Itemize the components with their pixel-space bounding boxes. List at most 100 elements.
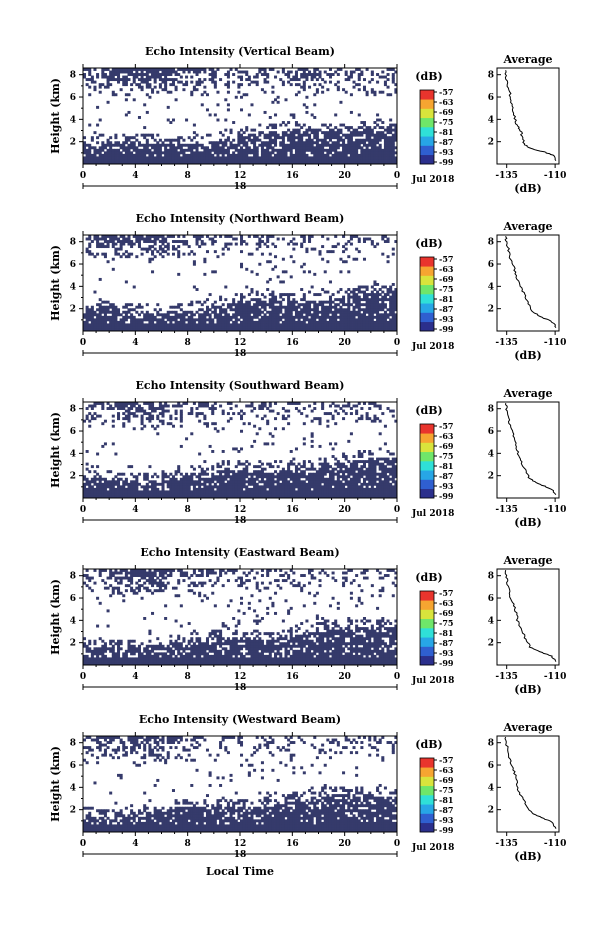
echo-cell bbox=[379, 156, 382, 159]
echo-cell bbox=[387, 298, 390, 301]
echo-cell bbox=[240, 417, 243, 420]
echo-cell bbox=[292, 144, 295, 147]
echo-cell bbox=[245, 129, 248, 132]
echo-cell bbox=[284, 316, 287, 319]
echo-cell bbox=[324, 316, 327, 319]
echo-cell bbox=[300, 470, 303, 473]
echo-cell bbox=[114, 488, 117, 491]
echo-cell bbox=[143, 313, 146, 316]
echo-cell bbox=[389, 93, 392, 96]
echo-cell bbox=[91, 240, 94, 243]
echo-cell bbox=[284, 313, 287, 316]
echo-cell bbox=[360, 134, 363, 137]
echo-cell bbox=[316, 144, 319, 147]
echo-cell bbox=[138, 159, 141, 162]
echo-cell bbox=[313, 76, 316, 79]
echo-cell bbox=[271, 298, 274, 301]
echo-cell bbox=[271, 473, 274, 476]
echo-cell bbox=[224, 478, 227, 481]
echo-cell bbox=[308, 313, 311, 316]
echo-cell bbox=[185, 483, 188, 486]
echo-cell bbox=[316, 154, 319, 157]
echo-cell bbox=[258, 240, 261, 243]
echo-cell bbox=[264, 306, 267, 309]
echo-cell bbox=[146, 485, 149, 488]
echo-cell bbox=[345, 313, 348, 316]
echo-cell bbox=[342, 159, 345, 162]
echo-cell bbox=[107, 159, 110, 162]
echo-cell bbox=[120, 493, 123, 496]
echo-cell bbox=[198, 465, 201, 468]
echo-cell bbox=[303, 81, 306, 84]
echo-cell bbox=[266, 493, 269, 496]
echo-cell bbox=[298, 141, 301, 144]
echo-cell bbox=[130, 88, 133, 91]
echo-cell bbox=[326, 316, 329, 319]
echo-cell bbox=[342, 146, 345, 149]
echo-cell bbox=[224, 488, 227, 491]
echo-heatmap bbox=[83, 68, 397, 164]
echo-cell bbox=[347, 126, 350, 129]
echo-cell bbox=[122, 76, 125, 79]
echo-cell bbox=[345, 468, 348, 471]
echo-cell bbox=[164, 159, 167, 162]
echo-cell bbox=[305, 493, 308, 496]
echo-cell bbox=[151, 410, 154, 413]
echo-cell bbox=[353, 308, 356, 311]
echo-cell bbox=[305, 96, 308, 99]
echo-cell bbox=[368, 238, 371, 241]
echo-cell bbox=[151, 88, 154, 91]
echo-cell bbox=[185, 485, 188, 488]
echo-cell bbox=[337, 154, 340, 157]
echo-cell bbox=[216, 151, 219, 154]
echo-cell bbox=[125, 159, 128, 162]
echo-cell bbox=[350, 407, 353, 410]
echo-cell bbox=[290, 493, 293, 496]
echo-cell bbox=[282, 293, 285, 296]
echo-cell bbox=[101, 76, 104, 79]
echo-cell bbox=[303, 83, 306, 86]
echo-cell bbox=[334, 442, 337, 445]
echo-cell bbox=[313, 478, 316, 481]
echo-cell bbox=[261, 417, 264, 420]
echo-cell bbox=[316, 326, 319, 329]
echo-cell bbox=[305, 141, 308, 144]
echo-cell bbox=[303, 149, 306, 152]
echo-cell bbox=[99, 490, 102, 493]
echo-cell bbox=[326, 144, 329, 147]
echo-cell bbox=[253, 465, 256, 468]
echo-cell bbox=[206, 151, 209, 154]
echo-cell bbox=[379, 134, 382, 137]
echo-cell bbox=[248, 311, 251, 314]
echo-cell bbox=[203, 311, 206, 314]
echo-cell bbox=[104, 156, 107, 159]
echo-cell bbox=[203, 260, 206, 263]
echo-cell bbox=[159, 73, 162, 76]
echo-cell bbox=[287, 301, 290, 304]
echo-cell bbox=[227, 326, 230, 329]
echo-cell bbox=[88, 245, 91, 248]
echo-cell bbox=[358, 141, 361, 144]
echo-cell bbox=[196, 488, 199, 491]
echo-cell bbox=[219, 490, 222, 493]
echo-cell bbox=[279, 488, 282, 491]
echo-cell bbox=[109, 493, 112, 496]
echo-cell bbox=[91, 313, 94, 316]
echo-cell bbox=[258, 263, 261, 266]
echo-cell bbox=[114, 490, 117, 493]
echo-cell bbox=[334, 144, 337, 147]
echo-cell bbox=[264, 318, 267, 321]
echo-cell bbox=[358, 156, 361, 159]
echo-cell bbox=[319, 316, 322, 319]
echo-cell bbox=[264, 149, 267, 152]
echo-cell bbox=[303, 144, 306, 147]
echo-cell bbox=[264, 141, 267, 144]
echo-cell bbox=[141, 306, 144, 309]
echo-cell bbox=[154, 76, 157, 79]
echo-cell bbox=[120, 485, 123, 488]
echo-cell bbox=[339, 156, 342, 159]
echo-cell bbox=[345, 311, 348, 314]
echo-cell bbox=[316, 470, 319, 473]
echo-cell bbox=[258, 139, 261, 142]
echo-cell bbox=[172, 306, 175, 309]
